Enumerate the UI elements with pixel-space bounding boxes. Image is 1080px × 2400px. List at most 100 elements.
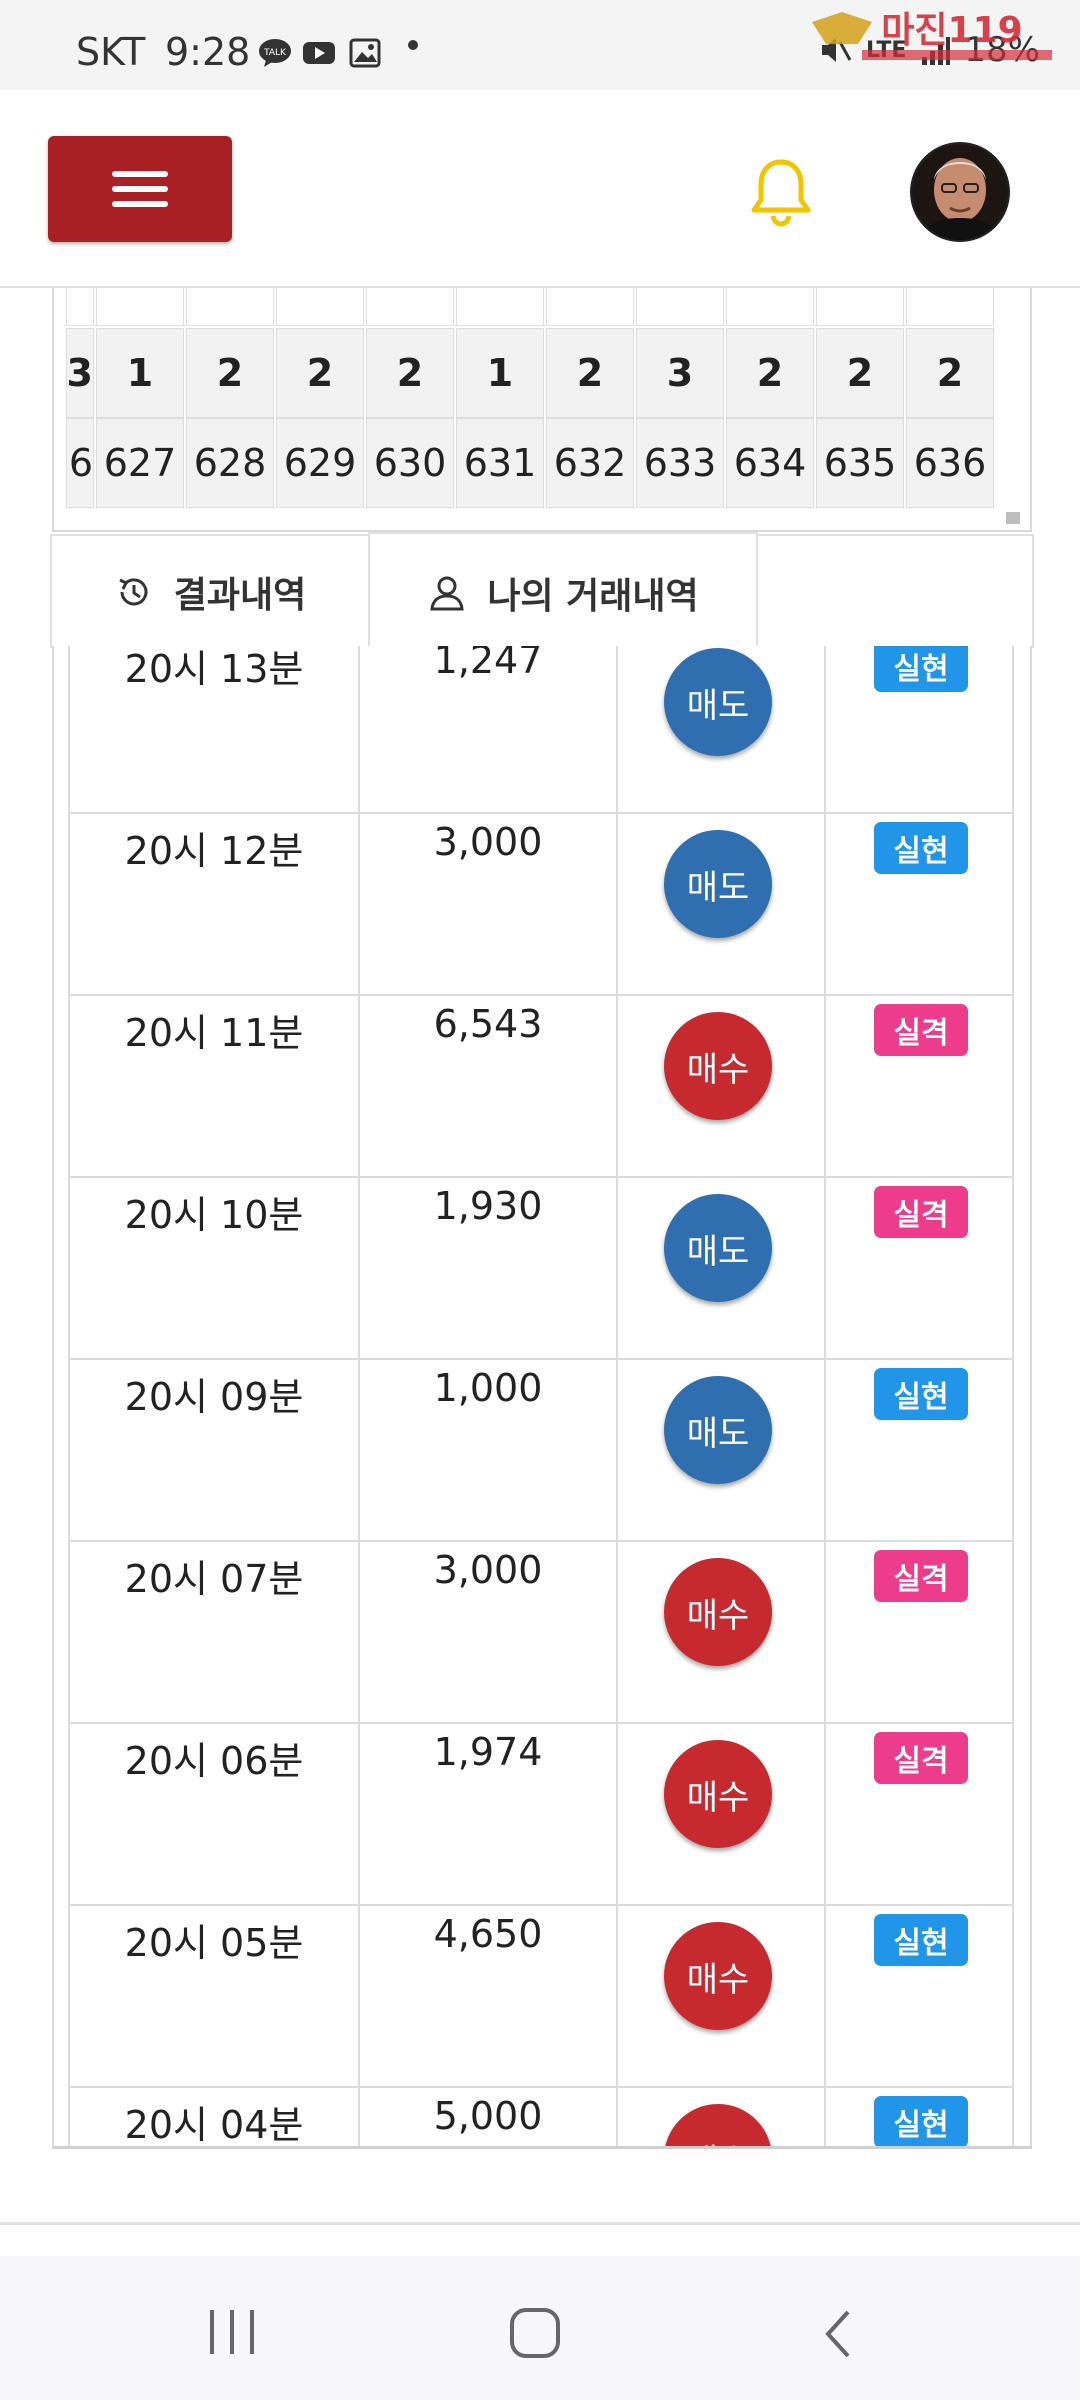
trade-amount: 5,000 (433, 2094, 543, 2138)
time-cell: 20시 12분 (68, 814, 360, 994)
result-badge: 실격 (874, 1732, 968, 1784)
history-icon (119, 578, 148, 606)
hamburger-icon (112, 171, 168, 177)
tab-results[interactable]: 결과내역 (52, 536, 370, 648)
home-icon[interactable] (508, 2306, 564, 2362)
trade-history-table[interactable]: 20시 13분 1,247 매도 실현 20시 12분 3,000 매도 실현 20시 11분 6… (52, 646, 1032, 2149)
amount-cell: 5,000 (360, 2088, 618, 2146)
time-cell: 20시 09분 (68, 1360, 360, 1540)
strip-stub-cell (276, 288, 364, 326)
table-row[interactable]: 20시 05분 4,650 매수 실현 (68, 1906, 1014, 2088)
scrollbar-handle[interactable] (1006, 512, 1020, 524)
strip-round-cell: 631 (456, 418, 544, 508)
trade-amount: 1,000 (433, 1366, 543, 1410)
strip-value-cell: 2 (276, 328, 364, 418)
result-cell: 실격 (826, 1542, 1014, 1722)
result-cell: 실현 (826, 1360, 1014, 1540)
menu-button[interactable] (48, 136, 232, 242)
result-badge: 실현 (874, 646, 968, 692)
watermark-logo: 마진119 (812, 10, 1052, 60)
amount-cell: 1,930 (360, 1178, 618, 1358)
strip-stub-cell (726, 288, 814, 326)
table-row[interactable]: 20시 07분 3,000 매수 실격 (68, 1542, 1014, 1724)
strip-round-cell: 635 (816, 418, 904, 508)
status-bar: SKT 9:28 TALK LTE 18% 마진119 (0, 0, 1080, 90)
carrier-label: SKT (76, 30, 146, 74)
time-cell: 20시 13분 (68, 646, 360, 812)
strip-stub-cell (66, 288, 94, 326)
strip-value-cell: 1 (96, 328, 184, 418)
type-cell: 매수 (618, 1906, 826, 2086)
trade-time: 20시 10분 (124, 1193, 304, 1237)
result-badge: 실격 (874, 1004, 968, 1056)
gallery-icon (349, 38, 381, 68)
result-badge: 실현 (874, 2096, 968, 2146)
amount-cell: 4,650 (360, 1906, 618, 2086)
result-cell: 실현 (826, 2088, 1014, 2146)
result-cell: 실격 (826, 1178, 1014, 1358)
strip-value-cell: 2 (726, 328, 814, 418)
strip-stub-row (66, 288, 996, 326)
strip-round-cell: 636 (906, 418, 994, 508)
result-badge: 실현 (874, 1914, 968, 1966)
strip-stub-cell (366, 288, 454, 326)
result-badge: 실현 (874, 822, 968, 874)
trade-amount: 6,543 (433, 1002, 543, 1046)
type-cell: 매수 (618, 1724, 826, 1904)
type-cell: 매수 (618, 996, 826, 1176)
amount-cell: 1,000 (360, 1360, 618, 1540)
buy-badge: 매수 (664, 1740, 772, 1848)
trade-time: 20시 04분 (124, 2103, 304, 2147)
back-icon[interactable] (818, 2306, 858, 2362)
buy-badge: 매수 (664, 1922, 772, 2030)
amount-cell: 3,000 (360, 814, 618, 994)
notification-dot (408, 40, 418, 50)
time-cell: 20시 05분 (68, 1906, 360, 2086)
table-row[interactable]: 20시 13분 1,247 매도 실현 (68, 646, 1014, 814)
table-row[interactable]: 20시 12분 3,000 매도 실현 (68, 814, 1014, 996)
result-cell: 실격 (826, 1724, 1014, 1904)
table-row[interactable]: 20시 04분 5,000 매수 실현 (68, 2088, 1014, 2147)
tab-bar: 결과내역 나의 거래내역 (50, 532, 1034, 652)
table-row[interactable]: 20시 11분 6,543 매수 실격 (68, 996, 1014, 1178)
strip-value-cell: 3 (636, 328, 724, 418)
sell-badge: 매도 (664, 1376, 772, 1484)
app-header (0, 90, 1080, 288)
tab-results-label: 결과내역 (173, 575, 307, 616)
strip-stub-cell (636, 288, 724, 326)
table-row[interactable]: 20시 10분 1,930 매도 실격 (68, 1178, 1014, 1360)
strip-round-cell: 634 (726, 418, 814, 508)
result-badge: 실격 (874, 1550, 968, 1602)
buy-badge: 매수 (664, 1012, 772, 1120)
table-row[interactable]: 20시 06분 1,974 매수 실격 (68, 1724, 1014, 1906)
type-cell: 매도 (618, 646, 826, 812)
strip-round-cell: 632 (546, 418, 634, 508)
type-cell: 매수 (618, 2088, 826, 2146)
strip-value-cell: 2 (906, 328, 994, 418)
type-cell: 매도 (618, 1178, 826, 1358)
strip-stub-cell (96, 288, 184, 326)
svg-text:마진119: 마진119 (881, 10, 1022, 51)
avatar[interactable] (910, 142, 1010, 242)
amount-cell: 1,247 (360, 646, 618, 812)
amount-cell: 1,974 (360, 1724, 618, 1904)
bell-icon[interactable] (748, 156, 814, 228)
strip-value-cell: 3 (66, 328, 94, 418)
result-cell: 실현 (826, 1906, 1014, 2086)
kakaotalk-icon: TALK (259, 39, 291, 67)
strip-stub-cell (546, 288, 634, 326)
time-cell: 20시 06분 (68, 1724, 360, 1904)
recent-apps-icon[interactable] (204, 2306, 260, 2358)
buy-badge: 매수 (664, 2104, 772, 2146)
amount-cell: 6,543 (360, 996, 618, 1176)
table-row[interactable]: 20시 09분 1,000 매도 실현 (68, 1360, 1014, 1542)
trade-time: 20시 09분 (124, 1375, 304, 1419)
user-icon (430, 576, 465, 611)
strip-round-cell: 26 (66, 418, 94, 508)
system-nav-bar (0, 2256, 1080, 2400)
tab-my-trades[interactable]: 나의 거래내역 (368, 532, 758, 652)
youtube-icon (303, 42, 335, 64)
